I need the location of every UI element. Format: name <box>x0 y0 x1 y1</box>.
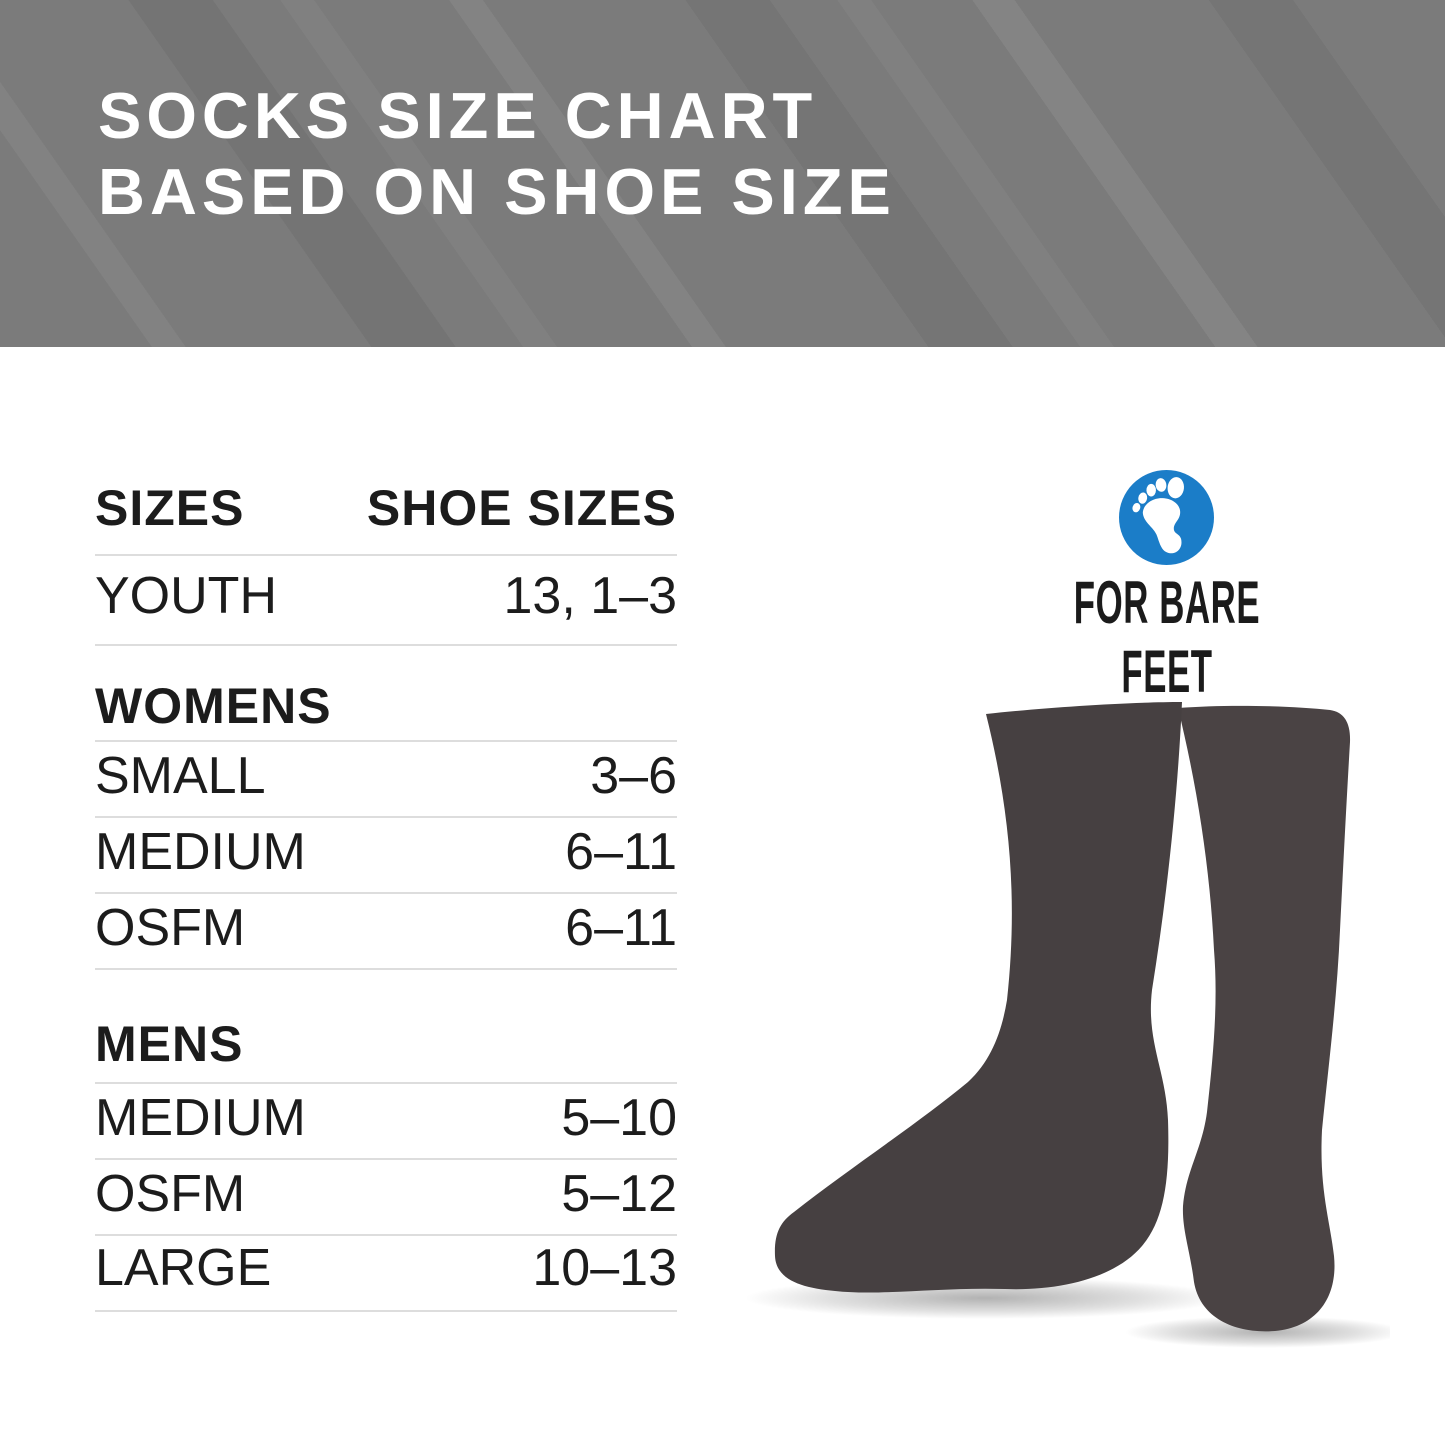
right-sock <box>1178 705 1351 1332</box>
table-row: SMALL 3–6 <box>95 747 677 805</box>
size-label: LARGE <box>95 1239 272 1297</box>
size-value: 3–6 <box>590 747 677 805</box>
table-row: OSFM 6–11 <box>95 899 677 957</box>
page-title: SOCKS SIZE CHART BASED ON SHOE SIZE <box>98 78 896 230</box>
section-title: WOMENS <box>95 678 332 734</box>
column-header-shoe-sizes: SHOE SIZES <box>366 480 677 536</box>
table-row: LARGE 10–13 <box>95 1239 677 1297</box>
table-header-row: SIZES SHOE SIZES <box>95 480 677 536</box>
header-banner: SOCKS SIZE CHART BASED ON SHOE SIZE <box>0 0 1445 347</box>
divider <box>95 644 677 646</box>
table-row: MEDIUM 5–10 <box>95 1089 677 1147</box>
left-sock <box>774 702 1182 1293</box>
sock-shadow <box>1125 1316 1405 1348</box>
size-value: 6–11 <box>565 899 677 957</box>
brand-name: FOR BARE FEET <box>1073 569 1261 705</box>
divider <box>95 554 677 556</box>
divider <box>95 740 677 742</box>
section-header-womens: WOMENS <box>95 678 677 734</box>
section-title: MENS <box>95 1016 244 1072</box>
size-label: OSFM <box>95 1165 246 1223</box>
divider <box>95 1082 677 1084</box>
size-value: 13, 1–3 <box>503 567 678 625</box>
size-label: SMALL <box>95 747 266 805</box>
brand-logo <box>1119 470 1214 565</box>
size-label: YOUTH <box>95 567 277 625</box>
socks-pair-image <box>745 702 1405 1348</box>
divider <box>95 892 677 894</box>
page-title-line1: SOCKS SIZE CHART <box>98 79 818 152</box>
table-row: YOUTH 13, 1–3 <box>95 567 678 625</box>
size-value: 6–11 <box>565 823 677 881</box>
socks-illustration <box>730 650 1405 1350</box>
size-label: OSFM <box>95 899 246 957</box>
table-row: MEDIUM 6–11 <box>95 823 677 881</box>
divider <box>95 968 677 970</box>
size-label: MEDIUM <box>95 1089 306 1147</box>
divider <box>95 1158 677 1160</box>
size-value: 5–10 <box>561 1089 677 1147</box>
column-header-sizes: SIZES <box>95 480 245 536</box>
size-value: 5–12 <box>561 1165 677 1223</box>
divider <box>95 1310 677 1312</box>
divider <box>95 1234 677 1236</box>
size-value: 10–13 <box>532 1239 677 1297</box>
divider <box>95 816 677 818</box>
size-label: MEDIUM <box>95 823 306 881</box>
footprint-icon <box>1119 470 1214 565</box>
table-row: OSFM 5–12 <box>95 1165 677 1223</box>
section-header-mens: MENS <box>95 1016 677 1072</box>
page-title-line2: BASED ON SHOE SIZE <box>98 155 896 228</box>
